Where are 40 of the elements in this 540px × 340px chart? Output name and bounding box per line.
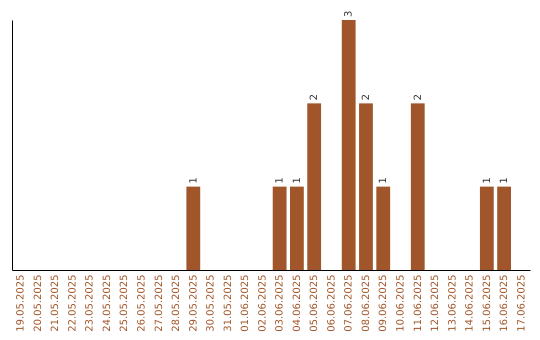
x-tick-label: 29.05.2025: [188, 274, 200, 332]
x-tick-label: 21.05.2025: [50, 274, 62, 332]
x-tick-label: 20.05.2025: [32, 274, 44, 332]
data-label: 2: [309, 94, 320, 100]
x-tick-label: 23.05.2025: [84, 274, 96, 332]
x-tick-label: 22.05.2025: [67, 274, 78, 332]
data-label: 1: [499, 177, 510, 184]
x-tick-label: 24.05.2025: [102, 274, 113, 332]
x-tick-label: 13.06.2025: [447, 274, 458, 332]
x-tick-label: 14.06.2025: [464, 274, 476, 332]
x-tick-label: 08.06.2025: [360, 274, 372, 332]
data-label: 1: [378, 177, 390, 184]
data-label: 1: [292, 177, 303, 184]
data-label: 1: [188, 177, 200, 184]
x-tick-label: 03.06.2025: [274, 274, 286, 332]
data-label: 2: [412, 94, 424, 100]
x-tick-label: 11.06.2025: [412, 274, 424, 332]
x-tick-label: 06.06.2025: [326, 274, 338, 332]
x-tick-label: 04.06.2025: [292, 274, 303, 332]
x-tick-label: 31.05.2025: [222, 274, 234, 332]
x-tick-label: 17.06.2025: [516, 274, 528, 332]
x-tick-label: 19.05.2025: [16, 274, 27, 332]
x-tick-label: 10.06.2025: [396, 274, 406, 332]
x-tick-label: 07.06.2025: [344, 274, 355, 332]
x-tick-label: 15.06.2025: [482, 274, 493, 332]
data-label: 1: [482, 177, 493, 184]
data-label: 3: [344, 10, 355, 17]
x-tick-label: 02.06.2025: [257, 274, 268, 332]
x-tick-label: 25.05.2025: [119, 274, 130, 332]
x-tick-label: 01.06.2025: [240, 274, 252, 332]
x-tick-label: 12.06.2025: [430, 274, 442, 332]
x-tick-label: 16.06.2025: [499, 274, 510, 332]
x-tick-label: 27.05.2025: [154, 274, 165, 332]
data-label: 1: [274, 177, 286, 184]
x-tick-label: 28.05.2025: [171, 274, 182, 332]
x-tick-label: 30.05.2025: [206, 274, 217, 332]
x-tick-label: 05.06.2025: [309, 274, 320, 332]
x-tick-label: 26.05.2025: [136, 274, 148, 332]
x-tick-label: 09.06.2025: [378, 274, 390, 332]
data-label: 2: [360, 94, 372, 100]
